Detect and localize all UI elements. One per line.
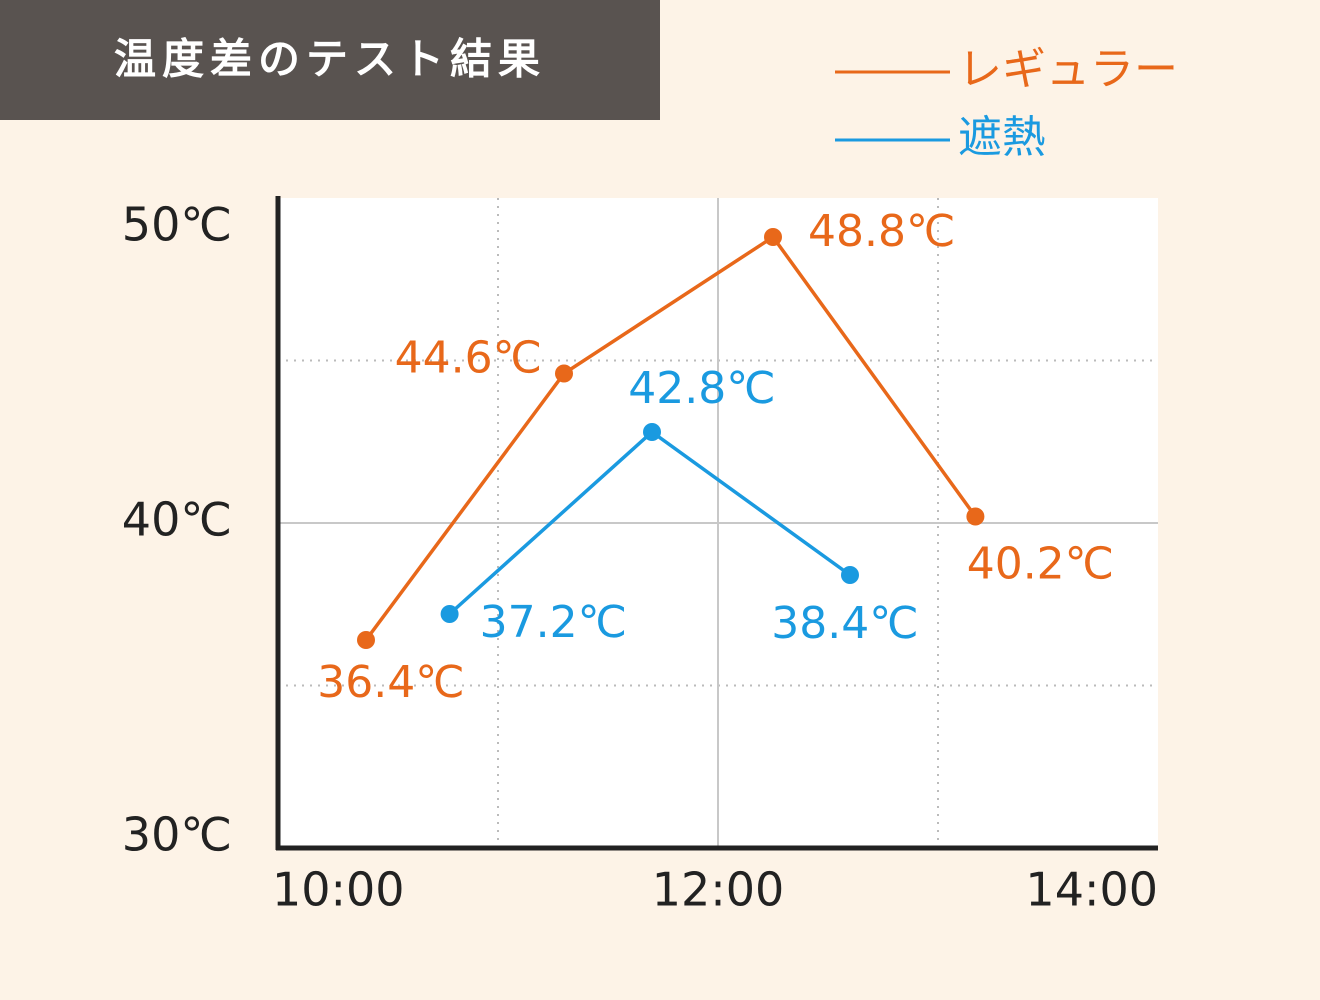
x-tick-label: 14:00 xyxy=(1025,863,1158,917)
data-point xyxy=(555,364,573,383)
y-tick-label: 50℃ xyxy=(122,198,232,252)
data-point xyxy=(440,605,459,623)
legend-label: 遮熱 xyxy=(958,112,1046,163)
data-label: 37.2℃ xyxy=(480,597,627,648)
data-label: 42.8℃ xyxy=(628,363,775,414)
y-tick-label: 30℃ xyxy=(122,808,232,862)
x-tick-label: 12:00 xyxy=(652,863,785,917)
data-point xyxy=(357,631,375,649)
legend-label: レギュラー xyxy=(958,44,1178,95)
x-tick-label: 10:00 xyxy=(272,863,405,917)
data-point xyxy=(966,507,985,526)
data-label: 38.4℃ xyxy=(771,598,918,649)
data-label: 40.2℃ xyxy=(967,539,1114,590)
data-point xyxy=(643,423,661,441)
data-point xyxy=(841,566,859,584)
data-point xyxy=(764,228,782,246)
chart-title: 温度差のテスト結果 xyxy=(114,35,546,84)
title-box xyxy=(0,0,660,120)
data-label: 36.4℃ xyxy=(317,657,464,708)
series-line xyxy=(364,234,977,642)
y-tick-label: 40℃ xyxy=(122,493,232,547)
data-label: 44.6℃ xyxy=(395,333,542,384)
data-label: 48.8℃ xyxy=(808,206,955,257)
